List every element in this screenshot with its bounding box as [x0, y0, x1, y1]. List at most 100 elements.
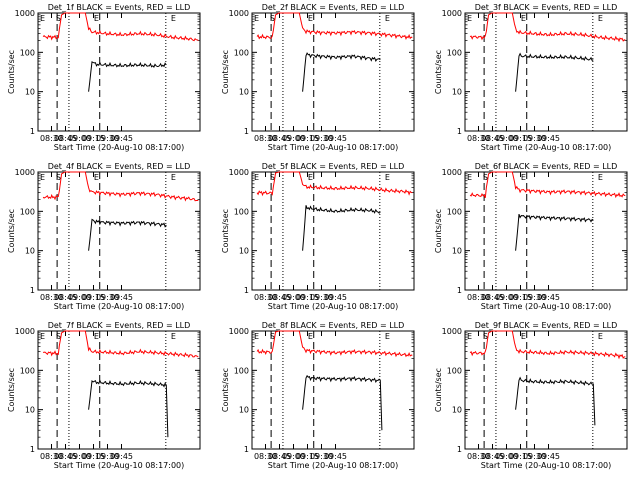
x-tick-label: 09:15	[509, 452, 532, 461]
x-tick-label: 08:30	[40, 293, 63, 302]
event-marker: E	[521, 14, 526, 23]
y-tick-label: 10	[452, 247, 462, 256]
x-tick-label: 09:00	[282, 293, 305, 302]
x-tick-label: 08:30	[254, 134, 277, 143]
x-axis-label: Start Time (20-Aug-10 08:17:00)	[54, 461, 185, 470]
series-line-lld	[256, 330, 413, 358]
event-marker: E	[467, 332, 472, 341]
plot-frame	[464, 12, 628, 132]
x-tick-label: 09:45	[110, 134, 133, 143]
event-marker: E	[94, 332, 99, 341]
y-tick-label: 10	[25, 88, 35, 97]
chart-panel: Det_8f BLACK = Events, RED = LLD 1 10 100 10…	[221, 321, 415, 470]
y-tick-label: 100	[447, 366, 462, 375]
event-marker: S	[270, 14, 275, 23]
x-tick-label: 08:45	[54, 134, 77, 143]
y-tick-label: 100	[447, 48, 462, 57]
x-tick-label: 09:00	[495, 452, 518, 461]
event-marker: E	[40, 173, 45, 182]
x-tick-label: 09:30	[523, 452, 546, 461]
plot-frame	[464, 171, 628, 291]
y-tick-label: 1000	[15, 9, 35, 18]
y-tick-label: 1000	[15, 327, 35, 336]
event-marker: E	[308, 332, 313, 341]
x-tick-label: 09:45	[110, 452, 133, 461]
x-axis-label: Start Time (20-Aug-10 08:17:00)	[481, 461, 612, 470]
x-tick-label: 08:30	[40, 452, 63, 461]
event-marker: E	[385, 14, 390, 23]
x-tick-label: 08:30	[467, 452, 490, 461]
y-axis-label: Counts/sec	[7, 50, 16, 94]
y-tick-label: 1	[457, 127, 462, 136]
x-tick-label: 09:30	[523, 134, 546, 143]
series-line-lld	[42, 12, 199, 42]
event-marker: E	[308, 173, 313, 182]
series-line-lld	[256, 171, 413, 197]
x-tick-label: 09:15	[296, 452, 319, 461]
x-tick-label: 08:45	[481, 293, 504, 302]
y-tick-label: 100	[234, 48, 249, 57]
series-line-lld	[469, 330, 626, 360]
x-tick-label: 08:30	[467, 134, 490, 143]
x-tick-label: 09:45	[537, 134, 560, 143]
series-line-events	[302, 205, 381, 251]
event-marker: E	[385, 173, 390, 182]
x-axis-label: Start Time (20-Aug-10 08:17:00)	[481, 302, 612, 311]
x-tick-label: 09:15	[82, 134, 105, 143]
x-tick-label: 08:45	[54, 452, 77, 461]
y-tick-label: 10	[239, 406, 249, 415]
series-line-events	[88, 218, 167, 251]
x-tick-label: 09:45	[537, 452, 560, 461]
chart-panel: Det_2f BLACK = Events, RED = LLD 1 10 100 10…	[221, 3, 415, 152]
chart-title: Det_7f BLACK = Events, RED = LLD	[48, 321, 191, 330]
event-marker: E	[254, 173, 259, 182]
y-tick-label: 1	[457, 286, 462, 295]
y-tick-label: 1	[30, 445, 35, 454]
event-marker: S	[270, 332, 275, 341]
y-axis-label: Counts/sec	[434, 368, 443, 412]
event-marker: E	[254, 14, 259, 23]
event-marker: E	[171, 332, 176, 341]
y-tick-label: 10	[239, 88, 249, 97]
x-tick-label: 08:30	[254, 293, 277, 302]
y-tick-label: 1000	[442, 168, 462, 177]
event-marker: E	[598, 173, 603, 182]
y-tick-label: 1	[30, 286, 35, 295]
y-tick-label: 100	[234, 366, 249, 375]
series-line-events	[302, 374, 383, 431]
chart-panel: Det_9f BLACK = Events, RED = LLD 1 10 100 10…	[434, 321, 628, 470]
y-axis-label: Counts/sec	[7, 209, 16, 253]
x-tick-label: 09:00	[68, 452, 91, 461]
x-tick-label: 09:30	[96, 452, 119, 461]
event-marker: S	[483, 14, 488, 23]
plot-frame	[37, 330, 201, 450]
x-tick-label: 09:00	[495, 293, 518, 302]
y-tick-label: 1	[244, 286, 249, 295]
event-marker: E	[171, 14, 176, 23]
event-marker: E	[94, 173, 99, 182]
series-line-events	[515, 376, 596, 426]
plot-frame	[251, 330, 415, 450]
y-tick-label: 1000	[442, 327, 462, 336]
y-tick-label: 10	[25, 406, 35, 415]
x-tick-label: 08:45	[481, 134, 504, 143]
chart-panel: Det_5f BLACK = Events, RED = LLD 1 10 100 10…	[221, 162, 415, 311]
x-tick-label: 09:30	[310, 134, 333, 143]
event-marker: E	[467, 173, 472, 182]
y-tick-label: 10	[452, 406, 462, 415]
y-axis-label: Counts/sec	[7, 368, 16, 412]
plot-frame	[251, 171, 415, 291]
event-marker: E	[254, 332, 259, 341]
event-marker: E	[598, 14, 603, 23]
series-line-events	[515, 52, 594, 92]
chart-panel: Det_6f BLACK = Events, RED = LLD 1 10 100 10…	[434, 162, 628, 311]
series-line-events	[515, 213, 594, 251]
y-axis-label: Counts/sec	[221, 368, 230, 412]
x-tick-label: 08:30	[254, 452, 277, 461]
y-axis-label: Counts/sec	[221, 209, 230, 253]
y-tick-label: 1	[30, 127, 35, 136]
chart-panel: Det_4f BLACK = Events, RED = LLD 1 10 100 10…	[7, 162, 201, 311]
x-tick-label: 09:30	[96, 134, 119, 143]
y-tick-label: 100	[20, 48, 35, 57]
